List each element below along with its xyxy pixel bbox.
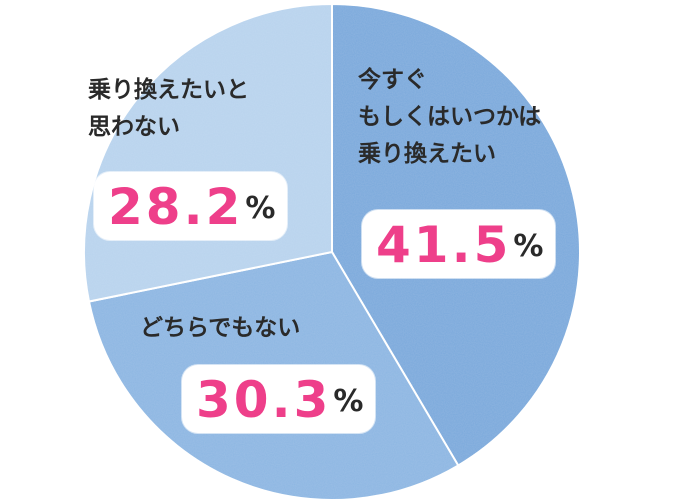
percent-value-neither: 30.3 (196, 371, 332, 429)
percent-badge-neither: 30.3 % (182, 365, 376, 433)
percent-value-switch: 41.5 (376, 216, 512, 274)
percent-badge-no-switch: 28.2 % (94, 172, 288, 240)
percent-badge-switch: 41.5 % (362, 210, 556, 278)
percent-value-no-switch: 28.2 (108, 178, 244, 236)
slice-label-neither: どちらでもない (140, 315, 301, 341)
slice-label-switch: 今すぐ もしくはいつかは 乗り換えたい (358, 67, 542, 167)
slice-label-no-switch: 乗り換えたいと 思わない (88, 77, 249, 140)
percent-sign-switch: % (513, 229, 544, 264)
percent-sign-no-switch: % (245, 191, 276, 226)
percent-sign-neither: % (333, 384, 364, 419)
slice-no-switch (83, 2, 333, 303)
